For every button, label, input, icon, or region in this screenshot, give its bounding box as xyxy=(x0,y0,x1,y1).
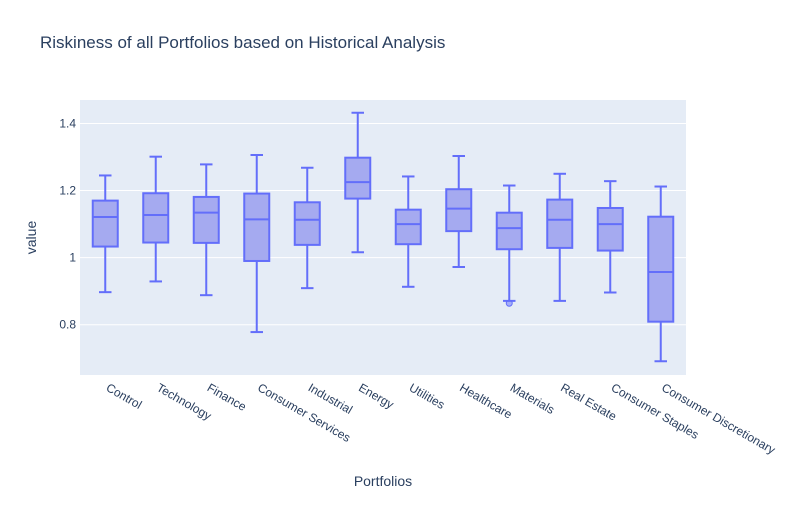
box-healthcare xyxy=(445,155,473,269)
y-axis-title: value xyxy=(23,221,39,255)
x-tick-label: Real Estate xyxy=(558,380,619,423)
box-iqr xyxy=(91,199,119,248)
x-axis-title: Portfolios xyxy=(354,473,412,489)
box-technology xyxy=(142,155,170,283)
box-iqr xyxy=(394,208,422,246)
x-tick-label: Utilities xyxy=(407,380,447,411)
box-iqr xyxy=(243,192,271,262)
x-tick-label: Healthcare xyxy=(457,380,515,421)
box-real-estate xyxy=(546,172,574,302)
box-industrial xyxy=(293,166,321,290)
box-iqr xyxy=(445,188,473,233)
box-iqr xyxy=(596,206,624,252)
box-materials xyxy=(495,184,523,307)
box-consumer-services xyxy=(243,154,271,334)
box-iqr xyxy=(344,156,372,200)
box-iqr xyxy=(546,198,574,249)
box-control xyxy=(91,174,119,294)
x-tick-label: Consumer Services xyxy=(255,380,353,444)
box-iqr xyxy=(647,215,675,323)
box-utilities xyxy=(394,175,422,288)
box-iqr xyxy=(142,192,170,244)
y-tick-label: 1 xyxy=(69,251,76,265)
x-tick-label: Materials xyxy=(508,380,557,416)
box-consumer-discretionary xyxy=(647,185,675,363)
x-tick-label: Consumer Staples xyxy=(609,380,701,441)
box-consumer-staples xyxy=(596,180,624,294)
x-tick-label: Technology xyxy=(154,380,214,422)
y-tick-label: 1.2 xyxy=(59,184,76,198)
box-energy xyxy=(344,111,372,254)
x-tick-label: Energy xyxy=(356,380,396,411)
box-iqr xyxy=(495,211,523,251)
y-tick-label: 0.8 xyxy=(59,318,76,332)
box-finance xyxy=(192,163,220,297)
y-tick-label: 1.4 xyxy=(59,116,76,130)
box-iqr xyxy=(293,201,321,246)
outlier-point xyxy=(505,299,513,307)
chart-title: Riskiness of all Portfolios based on His… xyxy=(40,33,446,52)
box-iqr xyxy=(192,195,220,244)
x-tick-label: Control xyxy=(104,380,145,411)
plot-area xyxy=(80,100,686,375)
